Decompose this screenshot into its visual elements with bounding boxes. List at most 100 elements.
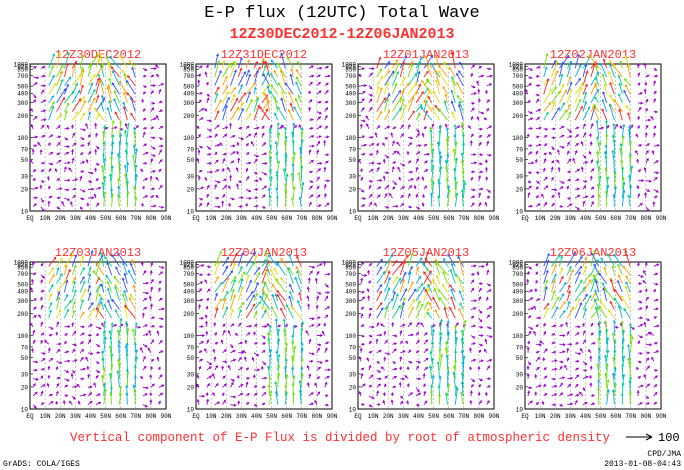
flux-arrow-head [152, 146, 156, 150]
panel-title: 12Z03JAN2013 [55, 246, 141, 260]
flux-arrow [32, 76, 40, 80]
y-tick-label: 1000 [509, 62, 524, 69]
flux-arrow [323, 139, 327, 147]
flux-arrow [80, 161, 86, 164]
flux-arrow-shaft [253, 87, 257, 95]
flux-arrow [543, 201, 548, 207]
flux-arrow-head [326, 65, 330, 69]
flux-arrow-head [227, 166, 230, 170]
x-tick-label: 50N [266, 413, 277, 420]
flux-arrow [597, 193, 601, 207]
x-tick-label: 50N [100, 413, 111, 420]
flux-arrow-head [544, 66, 548, 70]
flux-arrow [375, 149, 379, 155]
flux-arrow-head [78, 74, 82, 78]
flux-arrow [95, 343, 101, 347]
flux-arrow [230, 87, 237, 95]
x-tick-label: 70N [296, 413, 307, 420]
flux-arrow [237, 57, 243, 69]
flux-arrow-shaft [134, 148, 138, 164]
flux-arrow [289, 73, 294, 86]
flux-arrow-head [568, 111, 572, 115]
flux-arrow-head [460, 159, 464, 164]
flux-arrow [72, 187, 77, 191]
flux-arrow-head [415, 90, 418, 94]
flux-arrow [119, 120, 123, 138]
flux-arrow [158, 83, 165, 87]
flux-arrow [273, 267, 279, 276]
flux-arrow [30, 108, 34, 112]
flux-arrow [214, 60, 221, 78]
flux-arrow-head [199, 170, 203, 173]
flux-arrow-head [248, 161, 252, 165]
flux-arrow [150, 107, 155, 112]
flux-arrow [95, 374, 99, 379]
flux-arrow-shaft [384, 98, 389, 112]
flux-arrow-head [365, 115, 369, 119]
flux-arrow [110, 165, 114, 181]
flux-arrow-shaft [600, 63, 608, 78]
flux-arrow [478, 141, 482, 147]
flux-arrow [617, 74, 623, 86]
flux-arrow [298, 124, 302, 130]
y-tick-label: 700 [183, 271, 194, 278]
flux-arrow-head [119, 54, 123, 58]
flux-arrow-shaft [230, 62, 236, 78]
flux-arrow-head [152, 170, 156, 173]
flux-arrow-head [65, 137, 69, 141]
flux-arrow [48, 326, 54, 330]
flux-arrow-head [376, 166, 380, 170]
flux-arrow [316, 74, 321, 78]
flux-arrow [101, 357, 105, 371]
flux-arrow [106, 86, 113, 104]
flux-arrow [40, 279, 43, 284]
flux-arrow-shaft [543, 88, 553, 104]
flux-arrow [198, 117, 204, 121]
flux-arrow [645, 188, 651, 192]
flux-arrow [307, 277, 311, 284]
y-tick-label: 925 [17, 64, 28, 71]
flux-arrow [132, 284, 136, 293]
flux-arrow [150, 145, 156, 150]
flux-arrow [324, 202, 330, 208]
flux-arrow-head [224, 104, 228, 109]
flux-arrow [56, 135, 62, 139]
flux-arrow [206, 288, 211, 293]
flux-arrow-shaft [109, 56, 120, 69]
flux-arrow [221, 167, 225, 173]
flux-arrow [48, 357, 54, 362]
flux-arrow [123, 72, 128, 86]
flux-arrow-head [91, 187, 95, 191]
flux-arrow [64, 51, 70, 69]
flux-arrow [400, 163, 406, 167]
x-tick-label: 40N [85, 215, 96, 222]
flux-arrow [158, 159, 163, 164]
flux-arrow [295, 81, 302, 95]
flux-arrow-head [124, 149, 128, 153]
flux-arrow [112, 70, 120, 86]
flux-arrow [316, 66, 323, 70]
flux-arrow-head [152, 154, 156, 157]
flux-arrow [653, 125, 657, 130]
x-tick-label: 90N [161, 215, 172, 222]
flux-arrow [198, 73, 201, 78]
flux-arrow [527, 151, 533, 156]
flux-arrow [206, 97, 210, 104]
flux-arrow [214, 99, 222, 112]
flux-arrow-head [434, 68, 438, 73]
flux-arrow [118, 140, 122, 155]
flux-arrow [596, 159, 600, 173]
flux-arrow-shaft [87, 308, 95, 319]
flux-arrow [651, 149, 655, 155]
flux-arrow [421, 176, 425, 181]
flux-arrow [64, 378, 70, 382]
flux-arrow-head [110, 150, 114, 155]
flux-arrow-head [557, 90, 561, 94]
flux-arrow-shaft [56, 309, 61, 319]
flux-arrow [384, 70, 395, 86]
flux-arrow [384, 205, 390, 209]
flux-arrow [245, 152, 250, 156]
flux-arrow-head [126, 180, 130, 184]
flux-arrow [543, 77, 550, 95]
flux-arrow [214, 53, 219, 69]
